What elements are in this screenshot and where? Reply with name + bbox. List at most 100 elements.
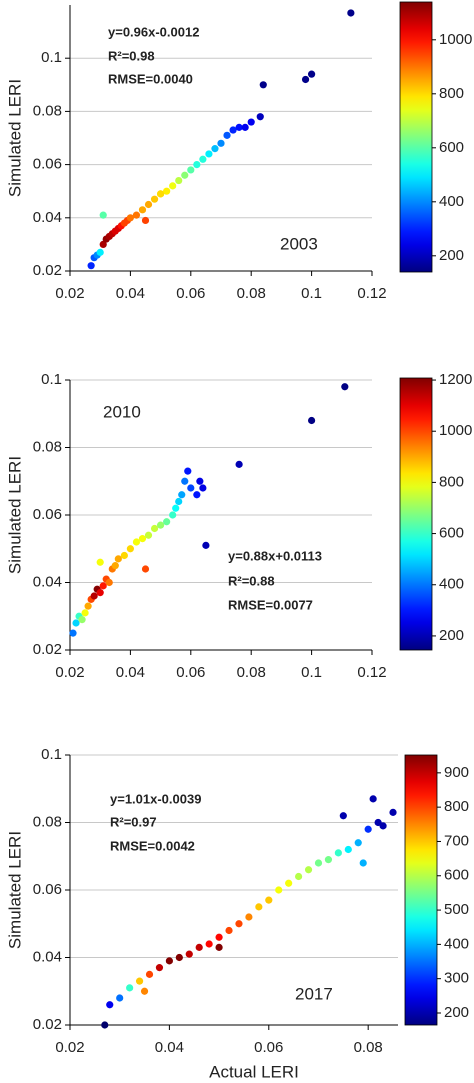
- point: [301, 75, 310, 84]
- point: [150, 524, 159, 533]
- y-tick-label: 0.02: [33, 641, 62, 658]
- point: [225, 926, 233, 935]
- y-tick-label: 0.04: [33, 573, 62, 590]
- point: [215, 943, 223, 951]
- x-tick-label: 0.04: [116, 285, 145, 302]
- point: [205, 940, 213, 948]
- point: [347, 9, 355, 17]
- y-tick-label: 0.08: [33, 438, 62, 455]
- equation-text: R²=0.97: [110, 814, 157, 829]
- point: [308, 416, 316, 425]
- colorbar-tick-label: 1000: [439, 31, 472, 48]
- point: [324, 856, 333, 864]
- point: [379, 822, 387, 830]
- y-tick-label: 0.08: [33, 813, 62, 830]
- x-tick-label: 0.02: [55, 1039, 84, 1056]
- equation-text: y=0.88x+0.0113: [228, 548, 322, 563]
- point: [245, 913, 253, 921]
- equation-text: R²=0.88: [228, 573, 275, 588]
- x-tick-label: 0.1: [301, 285, 322, 302]
- point: [169, 182, 177, 190]
- y-tick-label: 0.08: [33, 102, 62, 119]
- x-tick-label: 0.12: [357, 664, 386, 681]
- x-tick-label: 0.08: [237, 664, 266, 681]
- point: [235, 460, 243, 468]
- x-tick-label: 0.04: [155, 1039, 184, 1056]
- point: [145, 970, 154, 978]
- point: [172, 504, 180, 512]
- point: [178, 491, 186, 499]
- point: [99, 240, 107, 248]
- year-label: 2003: [280, 234, 318, 253]
- point: [259, 81, 267, 89]
- point: [255, 903, 263, 911]
- point: [235, 920, 243, 928]
- colorbar-tick-label: 600: [439, 139, 464, 156]
- year-label: 2017: [295, 984, 333, 1003]
- point: [341, 383, 349, 391]
- point: [181, 171, 189, 179]
- point: [241, 123, 249, 131]
- point: [334, 849, 342, 857]
- point: [275, 886, 283, 894]
- point: [354, 839, 362, 847]
- point: [181, 477, 189, 485]
- point: [132, 211, 141, 219]
- point: [175, 953, 183, 962]
- y-axis-label: Simulated LERI: [5, 79, 24, 197]
- x-tick-label: 0.1: [301, 664, 322, 681]
- point: [111, 562, 119, 570]
- point: [205, 150, 213, 158]
- x-tick-label: 0.06: [176, 664, 205, 681]
- x-tick-label: 0.12: [357, 285, 386, 302]
- point: [169, 511, 177, 519]
- point: [126, 545, 134, 553]
- point: [235, 123, 243, 131]
- point: [265, 896, 273, 904]
- colorbar: [404, 754, 438, 1026]
- point: [187, 166, 195, 174]
- point: [295, 872, 303, 881]
- point: [359, 859, 367, 867]
- point: [144, 200, 153, 209]
- colorbar-tick-label: 300: [444, 970, 469, 987]
- year-label: 2010: [103, 402, 141, 421]
- y-tick-label: 0.02: [33, 1016, 62, 1033]
- colorbar-tick-label: 800: [444, 798, 469, 815]
- equation-text: RMSE=0.0077: [228, 597, 313, 612]
- colorbar-tick-label: 600: [439, 525, 464, 542]
- colorbar: [399, 1, 433, 273]
- point: [163, 187, 171, 195]
- point: [157, 521, 165, 529]
- point: [99, 582, 107, 590]
- point: [165, 957, 173, 965]
- equation-text: RMSE=0.0040: [108, 71, 193, 86]
- colorbar-tick-label: 200: [439, 247, 464, 264]
- colorbar-tick-label: 700: [444, 832, 469, 849]
- y-axis-label: Simulated LERI: [5, 831, 24, 949]
- colorbar-tick-label: 200: [439, 627, 464, 644]
- point: [256, 113, 264, 121]
- point: [144, 531, 153, 539]
- x-tick-label: 0.08: [354, 1039, 383, 1056]
- point: [84, 602, 92, 610]
- point: [116, 994, 124, 1002]
- point: [101, 1021, 109, 1029]
- colorbar-tick-label: 1000: [439, 422, 472, 439]
- point: [364, 825, 372, 833]
- point: [140, 987, 149, 995]
- point: [304, 866, 313, 874]
- point: [229, 126, 237, 134]
- point: [126, 984, 134, 992]
- point: [78, 616, 86, 624]
- point: [202, 541, 210, 549]
- colorbar-tick-label: 400: [439, 193, 464, 210]
- colorbar: [399, 377, 433, 651]
- y-tick-label: 0.1: [41, 371, 62, 388]
- x-tick-label: 0.02: [55, 664, 84, 681]
- point: [285, 879, 293, 887]
- colorbar-tick-label: 400: [439, 576, 464, 593]
- point: [187, 484, 195, 492]
- y-tick-label: 0.02: [33, 262, 62, 279]
- equation-text: R²=0.98: [108, 48, 155, 63]
